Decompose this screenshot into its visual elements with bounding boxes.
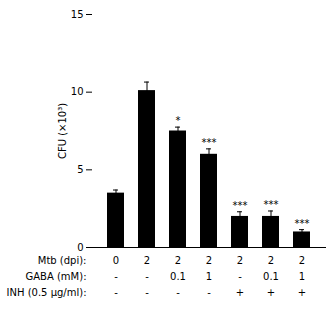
svg-text:-: - xyxy=(176,287,180,298)
svg-text:1: 1 xyxy=(299,271,305,282)
svg-text:-: - xyxy=(207,287,211,298)
svg-text:-: - xyxy=(114,287,118,298)
svg-text:5: 5 xyxy=(77,164,83,175)
svg-text:0: 0 xyxy=(77,242,83,253)
svg-text:1: 1 xyxy=(206,271,212,282)
svg-text:+: + xyxy=(236,287,244,298)
svg-text:2: 2 xyxy=(268,255,274,266)
svg-text:***: *** xyxy=(202,137,217,148)
svg-text:-: - xyxy=(145,287,149,298)
svg-text:0.1: 0.1 xyxy=(263,271,279,282)
svg-text:-: - xyxy=(114,271,118,282)
svg-text:2: 2 xyxy=(144,255,150,266)
svg-text:0: 0 xyxy=(113,255,119,266)
svg-text:***: *** xyxy=(233,200,248,211)
svg-text:-: - xyxy=(238,271,242,282)
svg-text:CFU (×10³): CFU (×10³) xyxy=(57,103,68,159)
svg-text:GABA (mM):: GABA (mM): xyxy=(25,271,86,282)
svg-text:+: + xyxy=(298,287,306,298)
svg-text:2: 2 xyxy=(299,255,305,266)
svg-text:2: 2 xyxy=(206,255,212,266)
svg-text:***: *** xyxy=(264,199,279,210)
svg-text:15: 15 xyxy=(71,9,84,20)
svg-text:Mtb (dpi):: Mtb (dpi): xyxy=(38,255,87,266)
svg-text:0.1: 0.1 xyxy=(170,271,186,282)
svg-text:-: - xyxy=(145,271,149,282)
svg-text:10: 10 xyxy=(71,86,84,97)
svg-text:INH (0.5 μg/ml):: INH (0.5 μg/ml): xyxy=(7,287,87,298)
svg-text:***: *** xyxy=(295,218,310,229)
svg-text:2: 2 xyxy=(175,255,181,266)
svg-text:*: * xyxy=(176,115,181,126)
svg-text:2: 2 xyxy=(237,255,243,266)
svg-text:+: + xyxy=(267,287,275,298)
